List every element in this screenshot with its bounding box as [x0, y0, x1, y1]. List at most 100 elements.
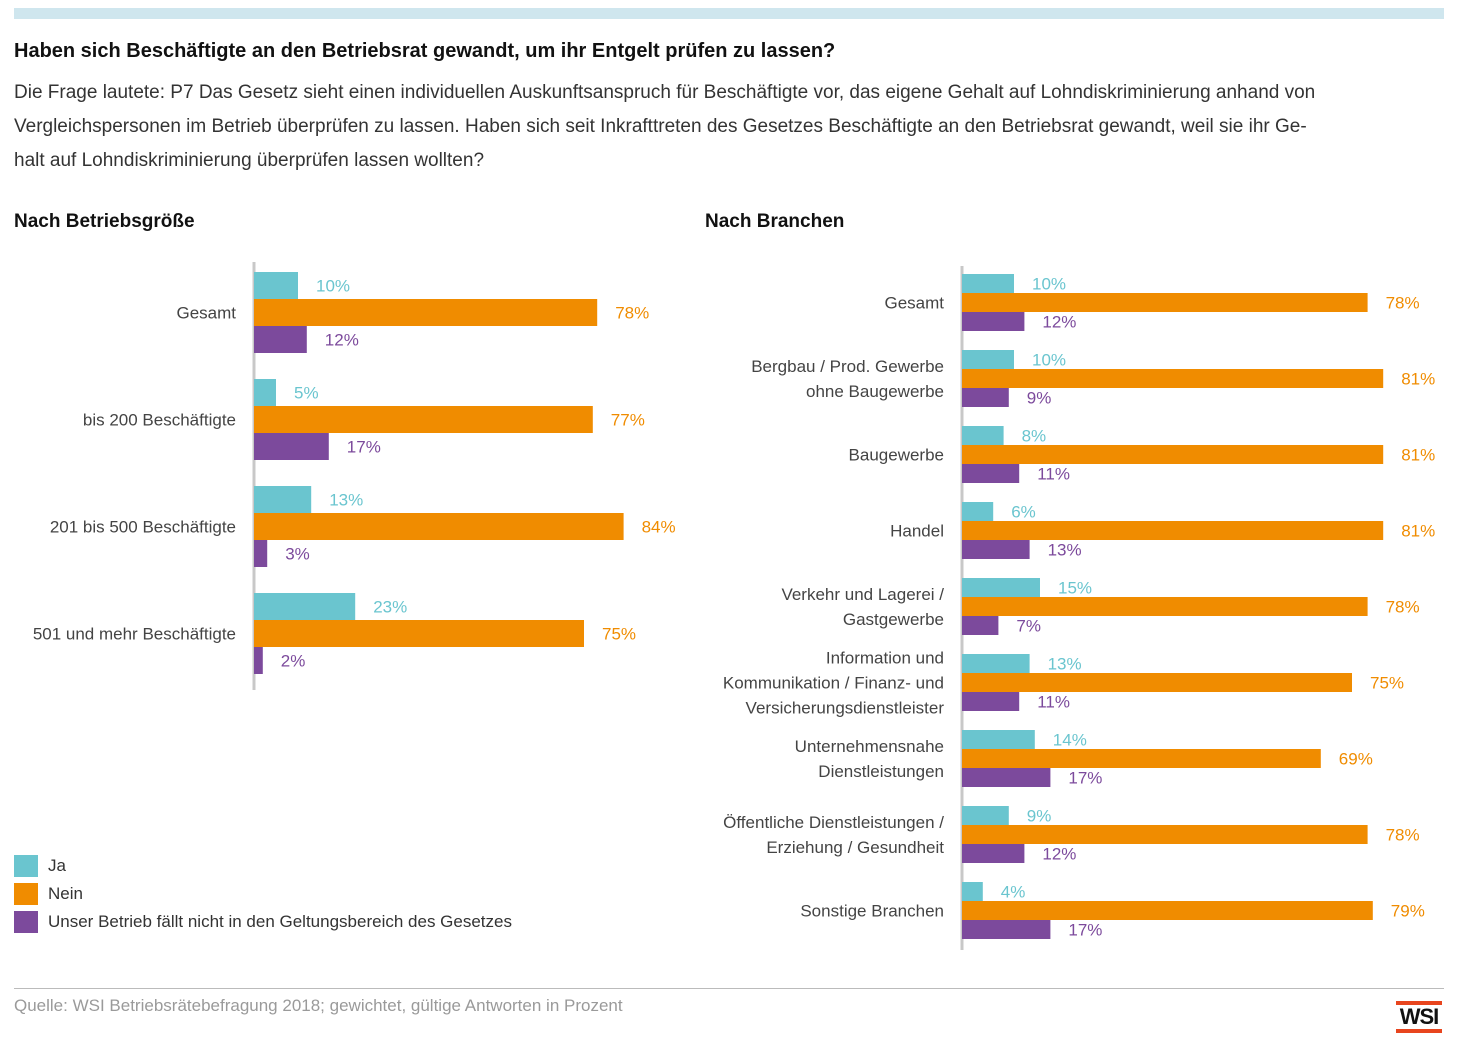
- bar-nicht: [962, 920, 1051, 939]
- data-label: 17%: [1068, 921, 1102, 940]
- bar-nicht: [962, 464, 1020, 483]
- legend-swatch-nein: [14, 883, 38, 905]
- data-label: 17%: [1068, 769, 1102, 788]
- chart-title: Haben sich Beschäftigte an den Betriebsr…: [14, 40, 836, 62]
- bar-nein: [962, 597, 1368, 616]
- category-label: Handel: [890, 522, 944, 541]
- data-label: 3%: [285, 545, 310, 564]
- bar-nicht: [962, 692, 1020, 711]
- bar-chart-betriebsgroesse: Gesamt 10% 78% 12% bis 200 Beschäftigte 5% 77%…: [33, 262, 676, 690]
- data-label: 81%: [1401, 446, 1435, 465]
- bar-nicht: [962, 616, 999, 635]
- data-label: 12%: [1042, 845, 1076, 864]
- source-note: Quelle: WSI Betriebsrätebefragung 2018; …: [14, 996, 623, 1015]
- bar-nicht: [962, 540, 1030, 559]
- bar-ja: [962, 502, 994, 521]
- category-label: bis 200 Beschäftigte: [83, 411, 236, 430]
- data-label: 17%: [347, 438, 381, 457]
- bar-nein: [962, 825, 1368, 844]
- subtitle-line: Die Frage lautete: P7 Das Gesetz sieht e…: [14, 82, 1316, 103]
- legend-item-nein: Nein: [14, 880, 512, 908]
- data-label: 78%: [1386, 294, 1420, 313]
- category-label: Versicherungsdienstleister: [746, 699, 945, 718]
- data-label: 8%: [1022, 427, 1047, 446]
- data-label: 12%: [325, 331, 359, 350]
- bar-nein: [254, 299, 598, 326]
- bar-nein: [254, 406, 593, 433]
- bar-nicht: [962, 388, 1009, 407]
- legend-label: Unser Betrieb fällt nicht in den Geltung…: [48, 912, 512, 931]
- data-label: 10%: [1032, 351, 1066, 370]
- category-label: 201 bis 500 Beschäftigte: [50, 518, 236, 537]
- category-label: ohne Baugewerbe: [806, 382, 944, 401]
- bar-nicht: [254, 433, 329, 460]
- bar-nicht: [962, 844, 1025, 863]
- data-label: 75%: [1370, 674, 1404, 693]
- category-label: Information und: [826, 649, 944, 668]
- bar-ja: [962, 274, 1014, 293]
- bar-nicht: [254, 326, 307, 353]
- bar-nicht: [962, 312, 1025, 331]
- legend-item-nicht: Unser Betrieb fällt nicht in den Geltung…: [14, 908, 512, 936]
- category-label: Öffentliche Dienstleistungen /: [723, 813, 944, 832]
- data-label: 10%: [1032, 275, 1066, 294]
- logo-text: WSI: [1399, 1004, 1440, 1029]
- legend-label: Nein: [48, 884, 83, 903]
- data-label: 13%: [1048, 541, 1082, 560]
- data-label: 75%: [602, 625, 636, 644]
- data-label: 78%: [1386, 598, 1420, 617]
- category-label: Unternehmensnahe: [795, 737, 944, 756]
- legend-label: Ja: [48, 856, 66, 875]
- data-label: 23%: [373, 598, 407, 617]
- bar-nein: [962, 673, 1352, 692]
- subtitle-line: halt auf Lohndiskriminierung überprüfen …: [14, 150, 485, 171]
- category-label: Dienstleistungen: [818, 762, 944, 781]
- bar-ja: [254, 272, 298, 299]
- data-label: 13%: [1048, 655, 1082, 674]
- category-label: Gesamt: [176, 304, 236, 323]
- bar-nicht: [962, 768, 1051, 787]
- data-label: 7%: [1016, 617, 1041, 636]
- bar-ja: [962, 730, 1035, 749]
- bar-ja: [254, 486, 312, 513]
- legend-item-ja: Ja: [14, 852, 512, 880]
- panel-title-betriebsgroesse: Nach Betriebsgröße: [14, 211, 195, 232]
- data-label: 9%: [1027, 807, 1052, 826]
- data-label: 2%: [281, 652, 306, 671]
- chart-subtitle: Die Frage lautete: P7 Das Gesetz sieht e…: [14, 76, 1434, 178]
- data-label: 4%: [1001, 883, 1026, 902]
- bar-nein: [962, 901, 1373, 920]
- bar-nein: [962, 293, 1368, 312]
- bar-ja: [254, 379, 276, 406]
- data-label: 77%: [611, 411, 645, 430]
- bar-nein: [962, 749, 1321, 768]
- legend: Ja Nein Unser Betrieb fällt nicht in den…: [14, 852, 512, 936]
- bar-ja: [962, 654, 1030, 673]
- data-label: 78%: [1386, 826, 1420, 845]
- data-label: 6%: [1011, 503, 1036, 522]
- data-label: 69%: [1339, 750, 1373, 769]
- category-label: Sonstige Branchen: [800, 902, 944, 921]
- data-label: 15%: [1058, 579, 1092, 598]
- bar-nein: [254, 513, 624, 540]
- data-label: 81%: [1401, 370, 1435, 389]
- category-label: Baugewerbe: [849, 446, 944, 465]
- bar-ja: [254, 593, 356, 620]
- category-label: Verkehr und Lagerei /: [781, 585, 944, 604]
- bar-chart-branchen: Gesamt 10% 78% 12% Bergbau / Prod. Gewerbe oh…: [723, 266, 1435, 950]
- data-label: 9%: [1027, 389, 1052, 408]
- category-label: Gastgewerbe: [843, 610, 944, 629]
- category-label: Erziehung / Gesundheit: [766, 838, 944, 857]
- subtitle-line: Vergleichspersonen im Betrieb überprüfen…: [14, 116, 1307, 137]
- bar-nein: [962, 369, 1384, 388]
- bar-ja: [962, 806, 1009, 825]
- panel-title-branchen: Nach Branchen: [705, 211, 845, 232]
- category-label: 501 und mehr Beschäftigte: [33, 625, 236, 644]
- legend-swatch-ja: [14, 855, 38, 877]
- data-label: 10%: [316, 277, 350, 296]
- bar-ja: [962, 350, 1014, 369]
- data-label: 11%: [1037, 693, 1070, 712]
- top-accent-bar: [14, 8, 1444, 19]
- data-label: 13%: [329, 491, 363, 510]
- bar-ja: [962, 426, 1004, 445]
